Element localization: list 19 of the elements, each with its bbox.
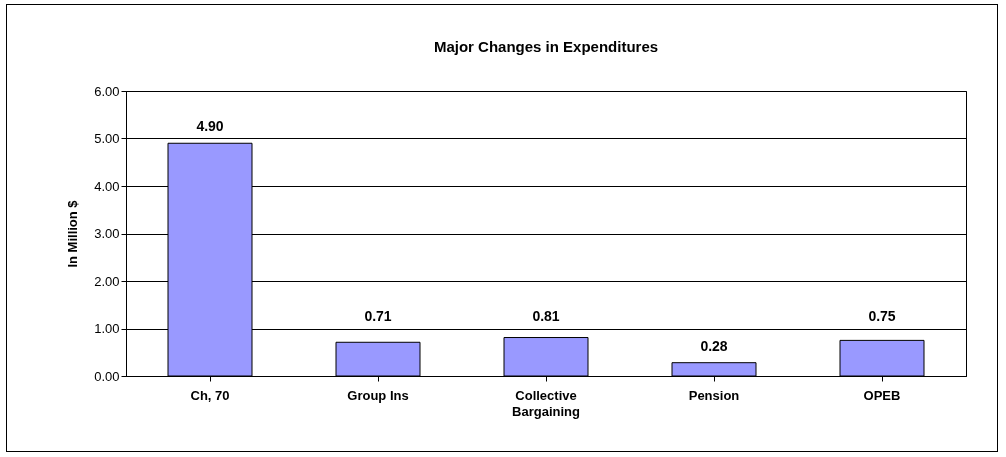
data-label: 4.90: [196, 118, 224, 135]
data-label: 0.81: [532, 307, 560, 324]
x-tick-label: Collective Bargaining: [512, 387, 580, 419]
y-tick-label: 4.00: [94, 178, 120, 194]
data-label: 0.71: [364, 307, 392, 324]
x-tick-label: Group Ins: [347, 387, 409, 403]
y-axis-title: In Million $: [65, 199, 81, 268]
y-tick-label: 0.00: [94, 368, 120, 384]
y-tick-label: 1.00: [94, 321, 120, 336]
x-tick-label: OPEB: [863, 387, 901, 403]
chart-title: Major Changes in Expenditures: [433, 38, 659, 55]
data-label: 0.28: [700, 337, 728, 354]
y-tick-label: 3.00: [94, 226, 120, 241]
y-tick-label: 2.00: [94, 273, 120, 289]
x-tick-label: Pension: [688, 387, 740, 403]
data-label: 0.75: [868, 307, 896, 324]
y-tick-label: 5.00: [94, 131, 120, 146]
x-tick-label: Ch, 70: [190, 387, 230, 403]
y-tick-label: 6.00: [94, 83, 120, 99]
